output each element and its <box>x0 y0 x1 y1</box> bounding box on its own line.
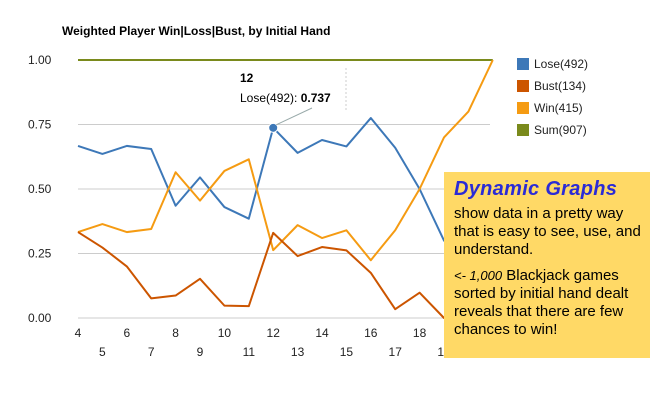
y-axis-ticks: 1.00 0.75 0.50 0.25 0.00 <box>28 53 52 325</box>
x-tick-label: 8 <box>172 326 179 340</box>
callout-title: Dynamic Graphs <box>454 178 618 200</box>
callout-body2-text: Blackjack games sorted by initial hand d… <box>454 267 629 338</box>
legend-swatch <box>517 102 529 114</box>
tooltip-category: 12 <box>240 71 254 85</box>
series-line <box>77 59 494 262</box>
legend-label: Win(415) <box>534 101 583 115</box>
x-tick-label: 15 <box>340 345 354 359</box>
x-tick-label: 13 <box>291 345 305 359</box>
tooltip-value: 0.737 <box>301 91 331 105</box>
legend: Lose(492) Bust(134) Win(415) Sum(907) <box>517 57 588 137</box>
callout-box: Dynamic Graphs show data in a pretty way… <box>444 172 650 358</box>
callout-lead: <- 1,000 <box>454 268 503 283</box>
x-tick-label: 7 <box>148 345 155 359</box>
tooltip-leader <box>275 107 313 126</box>
x-tick-label: 12 <box>267 326 281 340</box>
highlight-point <box>268 122 279 133</box>
x-axis-ticks: 456789101112131415161718192021 <box>75 326 500 359</box>
legend-swatch <box>517 124 529 136</box>
x-tick-label: 4 <box>75 326 82 340</box>
x-tick-label: 18 <box>413 326 427 340</box>
chart-title: Weighted Player Win|Loss|Bust, by Initia… <box>62 24 330 38</box>
legend-label: Sum(907) <box>534 123 587 137</box>
x-tick-label: 16 <box>364 326 378 340</box>
series-line <box>77 231 493 319</box>
tooltip: 12 Lose(492): 0.737 <box>240 68 347 126</box>
x-tick-label: 9 <box>197 345 204 359</box>
x-tick-label: 17 <box>389 345 403 359</box>
y-tick-label: 0.50 <box>28 182 52 196</box>
legend-label: Bust(134) <box>534 79 586 93</box>
tooltip-series-label: Lose(492): <box>240 91 301 105</box>
x-tick-label: 14 <box>315 326 329 340</box>
y-tick-label: 1.00 <box>28 53 52 67</box>
series-line <box>77 117 494 293</box>
y-tick-label: 0.00 <box>28 311 52 325</box>
legend-label: Lose(492) <box>534 57 588 71</box>
y-tick-label: 0.25 <box>28 247 52 261</box>
series-lines <box>77 59 494 319</box>
callout-body2: <- 1,000 Blackjack games sorted by initi… <box>454 267 642 339</box>
legend-swatch <box>517 58 529 70</box>
y-tick-label: 0.75 <box>28 118 52 132</box>
x-tick-label: 6 <box>123 326 130 340</box>
tooltip-line: Lose(492): 0.737 <box>240 91 331 105</box>
x-tick-label: 5 <box>99 345 106 359</box>
legend-swatch <box>517 80 529 92</box>
x-tick-label: 11 <box>243 345 256 359</box>
x-tick-label: 10 <box>218 326 232 340</box>
callout-body: show data in a pretty way that is easy t… <box>454 205 641 258</box>
